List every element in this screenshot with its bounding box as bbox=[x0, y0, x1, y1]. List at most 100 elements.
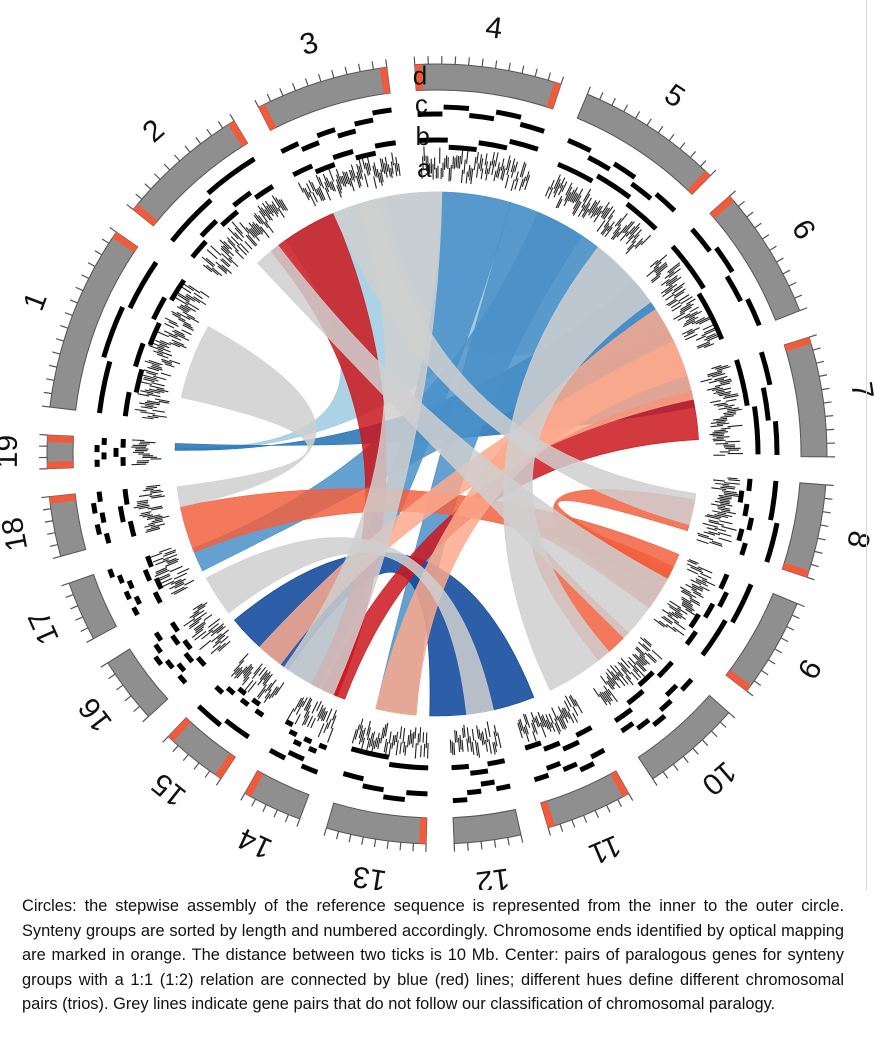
tick-mark bbox=[193, 762, 200, 770]
ring-a-fragment bbox=[681, 604, 693, 612]
tick-mark bbox=[767, 659, 776, 665]
ring-a-fragment bbox=[534, 717, 539, 728]
link-grey_link bbox=[333, 198, 697, 526]
ring-a-fragment bbox=[136, 499, 149, 503]
ring-a-fragment bbox=[524, 175, 531, 191]
ring-a-fragment bbox=[708, 519, 719, 523]
ring-a-fragment bbox=[601, 201, 610, 215]
tick-mark bbox=[799, 307, 808, 312]
ring-a-fragment bbox=[297, 697, 305, 708]
ring-a-fragment bbox=[301, 697, 308, 708]
ring-a-fragment bbox=[373, 176, 377, 189]
ring-c-segment bbox=[101, 305, 125, 359]
ring-a-fragment bbox=[185, 295, 196, 302]
ring-a-fragment bbox=[549, 179, 555, 190]
ring-a-fragment bbox=[704, 515, 720, 520]
ring-b-segment bbox=[145, 555, 154, 568]
ring-a-fragment bbox=[721, 510, 736, 515]
tick-mark bbox=[814, 550, 823, 554]
ring-c-segment bbox=[300, 140, 320, 152]
ring-a-fragment bbox=[567, 711, 575, 724]
ring-a-fragment bbox=[697, 342, 711, 349]
ring-a-fragment bbox=[653, 261, 662, 269]
ring-a-fragment bbox=[395, 740, 399, 756]
ring-b-segment bbox=[350, 746, 390, 760]
ring-a-fragment bbox=[134, 408, 147, 412]
ring-a-fragment bbox=[480, 158, 484, 172]
tick-mark bbox=[348, 834, 352, 843]
ring-b-segment bbox=[751, 406, 761, 455]
ring-c-segment bbox=[760, 387, 771, 421]
tick-mark bbox=[108, 673, 116, 680]
ring-a-fragment bbox=[603, 215, 614, 228]
ring-a-fragment bbox=[559, 714, 567, 728]
ring-a-fragment bbox=[253, 663, 263, 675]
ring-a-fragment bbox=[723, 394, 739, 399]
ring-a-fragment bbox=[460, 149, 464, 165]
ring-a-fragment bbox=[234, 227, 245, 238]
tick-mark bbox=[64, 312, 73, 317]
ring-a-fragment bbox=[146, 526, 160, 531]
ring-a-fragment bbox=[155, 339, 168, 346]
tick-mark bbox=[291, 82, 297, 91]
ring-a-fragment bbox=[355, 175, 361, 189]
ring-a-fragment bbox=[572, 712, 579, 723]
tick-mark bbox=[331, 70, 335, 79]
tick-mark bbox=[753, 680, 762, 686]
ring-a-fragment bbox=[697, 532, 709, 538]
ring-a-fragment bbox=[665, 277, 678, 287]
tick-mark bbox=[822, 511, 831, 514]
ring-a-fragment bbox=[150, 489, 161, 492]
ring-a-fragment bbox=[706, 527, 717, 531]
ring-a-fragment bbox=[564, 695, 572, 708]
ring-a-fragment bbox=[140, 406, 153, 410]
ring-a-fragment bbox=[682, 601, 693, 608]
ring-a-fragment bbox=[177, 567, 190, 575]
ring-b-segment bbox=[557, 161, 594, 184]
ring-a-fragment bbox=[574, 188, 584, 203]
ring-a-fragment bbox=[450, 164, 452, 181]
chromosome-4-start-end-marker bbox=[414, 64, 423, 91]
ring-a-fragment bbox=[680, 303, 691, 311]
tick-mark bbox=[754, 222, 762, 229]
ring-c-segment bbox=[587, 155, 611, 172]
ring-a-fragment bbox=[216, 625, 226, 634]
tick-mark bbox=[534, 68, 538, 77]
ring-a-fragment bbox=[264, 689, 272, 699]
ring-b-segment bbox=[656, 660, 674, 679]
chromosome-18-arc bbox=[48, 493, 87, 557]
tick-mark bbox=[195, 137, 202, 145]
ring-c-segment bbox=[519, 121, 545, 134]
tick-mark bbox=[786, 626, 795, 631]
ring-a-fragment bbox=[147, 415, 159, 419]
ring-a-fragment bbox=[379, 158, 384, 173]
ring-a-fragment bbox=[655, 265, 668, 276]
ring-a-fragment bbox=[531, 722, 536, 733]
ring-a-fragment bbox=[171, 310, 182, 317]
ring-c-segment bbox=[562, 761, 578, 772]
ring-b-segment bbox=[562, 739, 580, 752]
ring-a-fragment bbox=[164, 322, 175, 329]
chromosome-12-arc bbox=[452, 808, 522, 845]
ring-a-fragment bbox=[169, 359, 181, 365]
ring-a-fragment bbox=[156, 353, 169, 359]
ring-a-fragment bbox=[717, 497, 730, 501]
ring-a-fragment bbox=[519, 718, 526, 734]
ring-a-fragment bbox=[217, 642, 226, 651]
ring-a-fragment bbox=[715, 364, 729, 370]
ring-a-fragment bbox=[176, 311, 191, 321]
ring-c-segment bbox=[772, 420, 780, 456]
chromosome-15-stop-end-marker bbox=[168, 717, 191, 742]
chromosome-label-13: 13 bbox=[350, 859, 388, 890]
ring-a-fragment bbox=[221, 258, 231, 267]
ring-a-fragment bbox=[614, 217, 622, 227]
ring-a-fragment bbox=[194, 622, 206, 632]
tick-mark bbox=[559, 823, 564, 832]
ring-a-fragment bbox=[420, 167, 423, 179]
ring-a-fragment bbox=[186, 315, 200, 324]
ring-a-fragment bbox=[151, 518, 163, 523]
chromosome-3-start-end-marker bbox=[258, 104, 277, 131]
chromosome-13-start-end-marker bbox=[419, 817, 427, 844]
ring-c-segment bbox=[466, 788, 482, 796]
ring-a-fragment bbox=[606, 680, 614, 690]
